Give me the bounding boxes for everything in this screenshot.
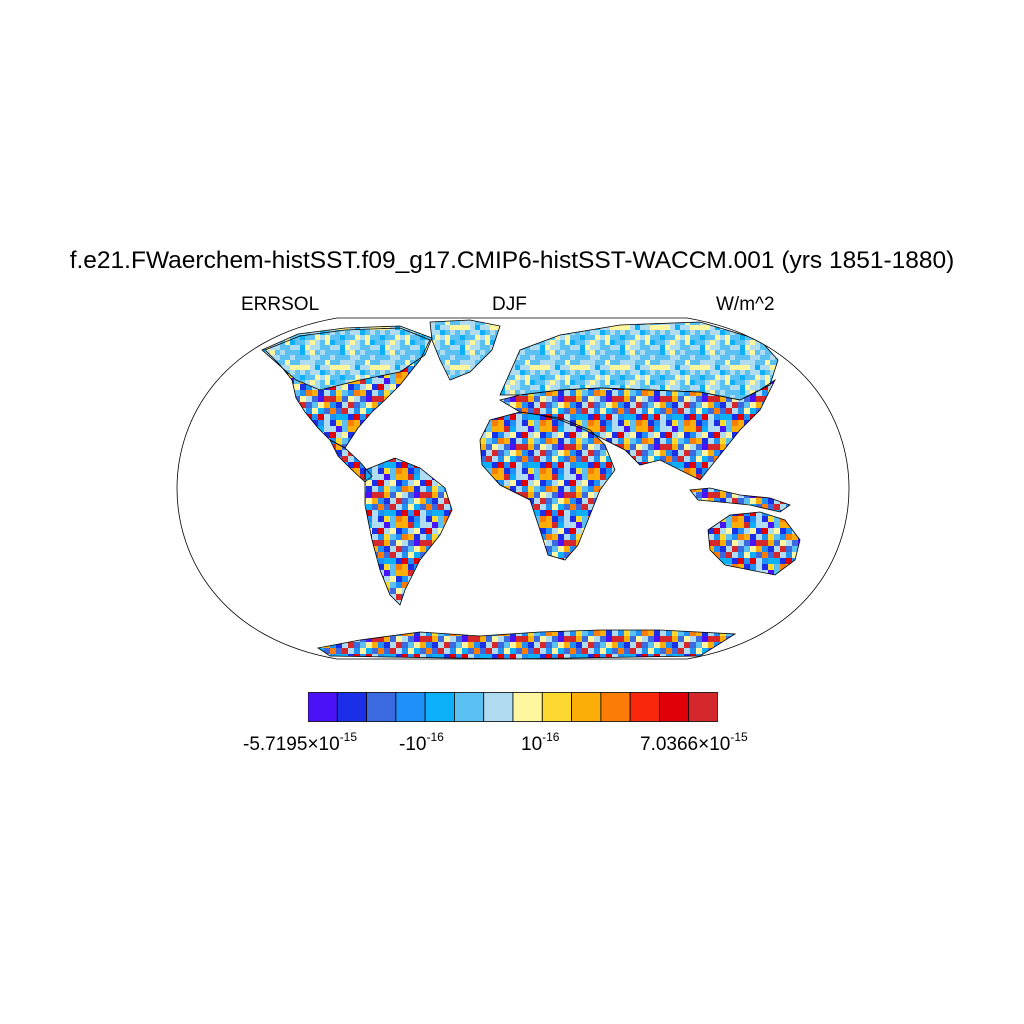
north-america-land-coastline <box>264 327 431 449</box>
maritime-asia-coastline <box>689 487 791 513</box>
colorbar-swatch <box>395 692 426 722</box>
coastlines <box>261 319 801 659</box>
colorbar-swatch <box>366 692 397 722</box>
north-america-arctic-coastline <box>261 325 433 391</box>
south-america-coastline <box>364 457 453 606</box>
variable-label: ERRSOL <box>241 294 320 315</box>
colorbar-swatch <box>512 692 543 722</box>
central-america-coastline <box>329 439 373 483</box>
colorbar-swatch <box>600 692 631 722</box>
eurasia-land <box>500 380 775 480</box>
colorbar <box>308 692 718 722</box>
maritime-asia <box>690 488 790 512</box>
australia-coastline <box>707 511 801 576</box>
colorbar-min-label: -5.7195×10-15 <box>243 730 358 755</box>
colorbar-swatch <box>688 692 718 722</box>
land-field <box>262 320 800 659</box>
south-america <box>365 458 452 605</box>
map-boundary <box>176 317 850 660</box>
eurasia-north-coastline <box>499 321 779 401</box>
colorbar-swatch <box>629 692 660 722</box>
season-label: DJF <box>492 294 527 315</box>
colorbar-swatch <box>571 692 602 722</box>
colorbar-swatch <box>454 692 485 722</box>
colorbar-swatch <box>541 692 572 722</box>
plot-title: f.e21.FWaerchem-histSST.f09_g17.CMIP6-hi… <box>69 247 955 274</box>
colorbar-swatch <box>483 692 514 722</box>
north-america-arctic <box>262 326 432 390</box>
antarctica-coastline <box>316 629 737 659</box>
units-label: W/m^2 <box>716 294 775 315</box>
central-america <box>330 440 372 482</box>
colorbar-neg-label: -10-16 <box>399 730 444 755</box>
africa-coastline <box>479 411 616 561</box>
australia <box>708 512 800 575</box>
colorbar-swatch <box>308 692 338 722</box>
colorbar-max-label: 7.0366×10-15 <box>640 730 748 755</box>
greenland <box>430 320 500 380</box>
greenland-coastline <box>429 319 501 381</box>
colorbar-swatch <box>336 692 367 722</box>
africa <box>480 412 615 560</box>
colorbar-pos-label: 10-16 <box>521 730 560 755</box>
colorbar-swatch <box>659 692 690 722</box>
eurasia-north <box>500 322 778 400</box>
colorbar-swatch <box>424 692 455 722</box>
antarctica <box>318 630 735 659</box>
